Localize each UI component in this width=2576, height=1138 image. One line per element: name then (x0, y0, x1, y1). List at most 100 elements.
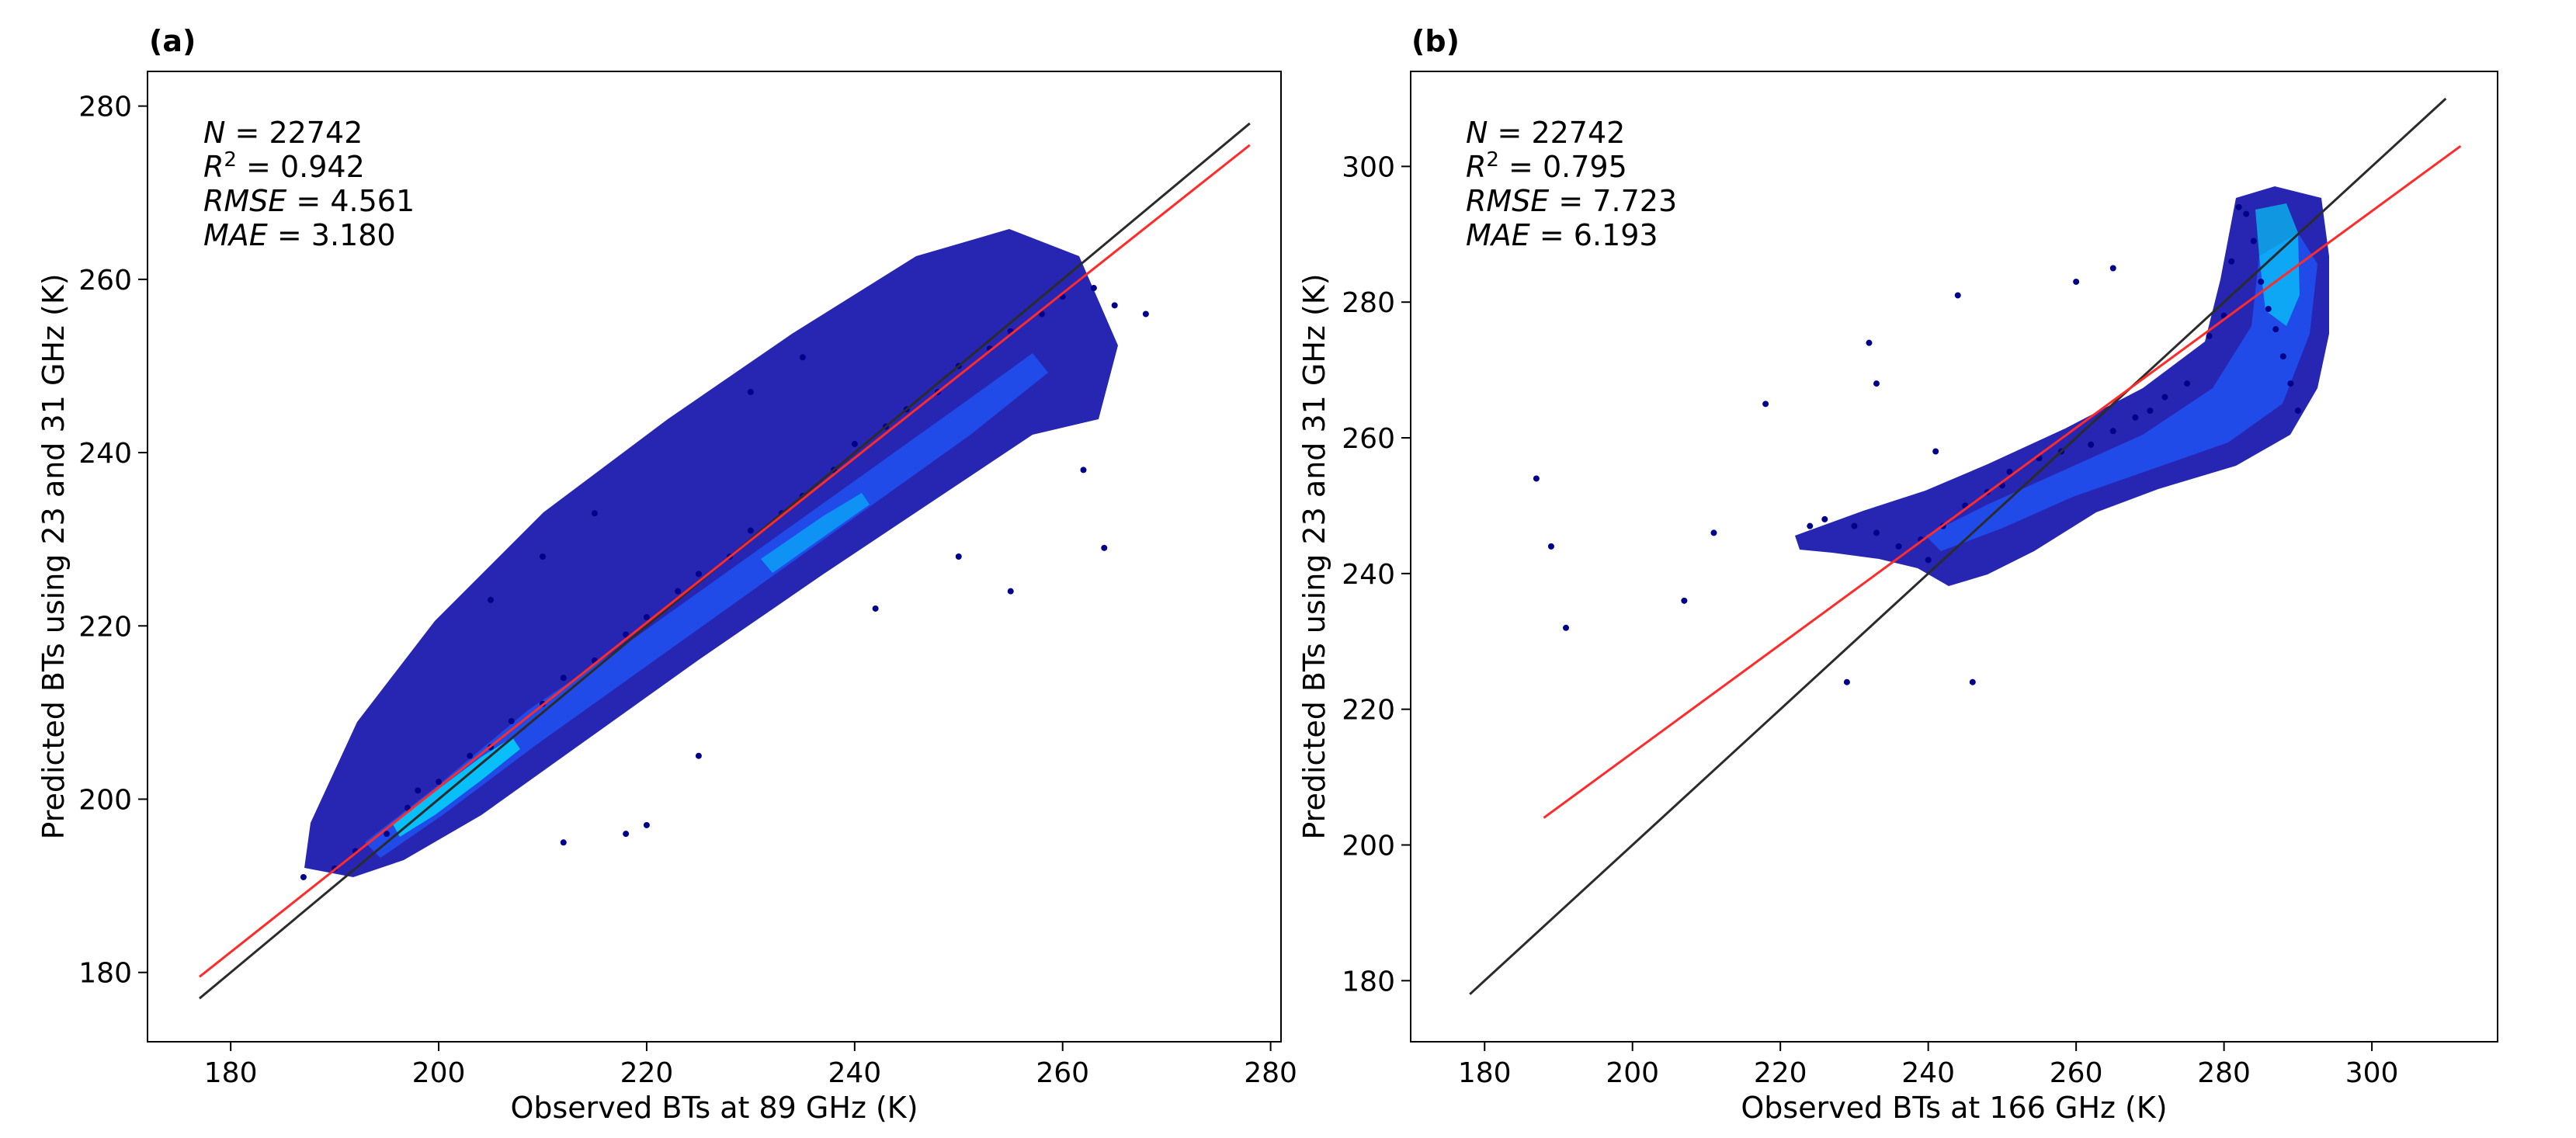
stat-name: MAE (1466, 218, 1530, 252)
panel-a-data-point (1080, 467, 1087, 474)
panel-b-y-tick-label: 220 (1342, 695, 1395, 727)
panel-a-data-point (488, 596, 495, 603)
panel-a-x-tick-label: 280 (1244, 1057, 1297, 1089)
panel-b-y-tick-label: 200 (1342, 831, 1395, 862)
panel-b-data-point (1925, 557, 1932, 564)
panel-b-data-point (1681, 597, 1688, 604)
panel-b-data-point (2228, 258, 2235, 265)
panel-b-data-point (2294, 408, 2301, 415)
panel-a-y-tick-label: 240 (78, 438, 132, 470)
panel-a-stat-mae: MAE = 3.180 (203, 218, 396, 252)
panel-b-data-point (2235, 203, 2242, 210)
panel-b-x-tick-label: 240 (1901, 1057, 1955, 1089)
panel-a-data-point (1101, 544, 1108, 551)
panel-a-data-point (1111, 302, 1118, 309)
panel-b-stats-box: N = 22742 R2 = 0.795 RMSE = 7.723 MAE = … (1466, 116, 1677, 252)
panel-a: (a) 180 200 220 240 260 280 180 200 220 240 260 280… (36, 24, 1297, 1125)
panel-b-fit-line (1543, 144, 2462, 819)
panel-b-data-point (2287, 380, 2294, 387)
panel-a-x-tick-label: 180 (204, 1057, 258, 1089)
panel-a-data-point (695, 571, 702, 578)
panel-a-density-hotspot-2 (761, 493, 870, 573)
panel-a-data-point (560, 675, 567, 682)
panel-a-data-point (508, 718, 515, 725)
panel-b-data-point (2206, 332, 2213, 339)
panel-a-fit-line (199, 144, 1251, 978)
panel-a-data-point (384, 831, 391, 838)
panel-a-y-tick-label: 280 (78, 92, 132, 123)
panel-b-y-axis-label: Predicted BTs using 23 and 31 GHz (K) (1297, 273, 1331, 839)
panel-a-data-point (1090, 285, 1097, 292)
panel-b-data-point (1762, 401, 1769, 408)
panel-b-data-point (1533, 475, 1540, 482)
panel-b-density-hotspot (2255, 203, 2300, 326)
panel-b-data-point (2109, 428, 2116, 435)
panel-b-stat-n: N = 22742 (1466, 116, 1625, 150)
panel-a-x-tick-label: 200 (412, 1057, 466, 1089)
panel-b-data-point (2265, 305, 2272, 312)
panel-a-data-point (467, 752, 474, 759)
panel-b-y-tick-label: 180 (1342, 966, 1395, 997)
panel-a-data-point (747, 388, 754, 395)
panel-b-data-point (2243, 210, 2250, 217)
panel-b-stat-rmse: RMSE = 7.723 (1466, 184, 1677, 218)
panel-a-plot-frame (147, 71, 1282, 1043)
panel-b-data-point (2088, 441, 2095, 448)
panel-b-data-point (1873, 529, 1880, 536)
panel-a-y-tick-label: 200 (78, 785, 132, 817)
panel-b-x-axis-label: Observed BTs at 166 GHz (K) (1741, 1091, 2167, 1125)
panel-a-y-tick-label: 220 (78, 611, 132, 643)
panel-a-data-point (851, 440, 858, 447)
panel-b-data-point (1873, 380, 1880, 387)
panel-b-data-point (1563, 624, 1569, 631)
panel-b: (b) 180 200 220 240 260 280 300 180 200 220 240 260… (1297, 24, 2498, 1125)
panel-a-data-point (300, 873, 307, 880)
stat-value: 22742 (269, 116, 363, 150)
panel-a-density-cloud (300, 229, 1149, 880)
stat-name: MAE (203, 218, 268, 252)
panel-a-data-point (415, 787, 422, 794)
panel-a-label: (a) (149, 24, 196, 58)
panel-a-data-point (675, 588, 682, 595)
panel-b-data-point (2132, 414, 2139, 421)
panel-a-stat-r2: R2 = 0.942 (203, 148, 365, 184)
panel-a-data-point (747, 527, 754, 534)
panel-a-data-point (799, 354, 806, 361)
panel-b-data-point (2147, 408, 2154, 415)
panel-a-data-point (623, 831, 630, 838)
panel-b-y-tick-label: 240 (1342, 559, 1395, 591)
panel-b-stat-r2: R2 = 0.795 (1466, 148, 1627, 184)
panel-a-density-core (365, 353, 1048, 858)
panel-a-x-tick-label: 260 (1036, 1057, 1089, 1089)
panel-b-x-tick-label: 280 (2197, 1057, 2251, 1089)
panel-b-data-point (1954, 292, 1961, 299)
stat-name: R (203, 150, 224, 184)
panel-b-x-tick-label: 180 (1458, 1057, 1512, 1089)
panel-a-stat-n: N = 22742 (203, 116, 363, 150)
panel-a-density-band (304, 229, 1118, 877)
panel-b-data-point (2272, 326, 2279, 333)
panel-a-x-axis-label: Observed BTs at 89 GHz (K) (510, 1091, 918, 1125)
panel-b-data-point (2250, 238, 2257, 245)
stat-name: N (1466, 116, 1488, 150)
panel-b-data-point (1547, 543, 1554, 550)
panel-a-stats-box: N = 22742 R2 = 0.942 RMSE = 4.561 MAE = … (203, 116, 415, 252)
panel-a-y-tick-label: 180 (78, 958, 132, 990)
panel-a-data-point (1142, 311, 1149, 317)
stat-sup: 2 (224, 148, 237, 172)
panel-b-y-tick-label: 300 (1342, 151, 1395, 183)
stat-value: 3.180 (311, 218, 396, 252)
panel-b-identity-line (1469, 97, 2447, 995)
panel-b-data-point (1969, 678, 1976, 685)
panel-b-data-point (2279, 353, 2286, 360)
stat-name: RMSE (203, 184, 286, 218)
stat-value: 4.561 (330, 184, 415, 218)
panel-a-data-point (643, 821, 650, 828)
stat-name: N (203, 116, 225, 150)
panel-a-stat-rmse: RMSE = 4.561 (203, 184, 415, 218)
panel-b-plot-frame (1410, 71, 2498, 1043)
panel-a-y-axis-label: Predicted BTs using 23 and 31 GHz (K) (36, 273, 71, 839)
stat-value: 0.942 (280, 150, 365, 184)
panel-b-density-cloud (1533, 186, 2329, 685)
panel-a-data-point (872, 605, 879, 612)
